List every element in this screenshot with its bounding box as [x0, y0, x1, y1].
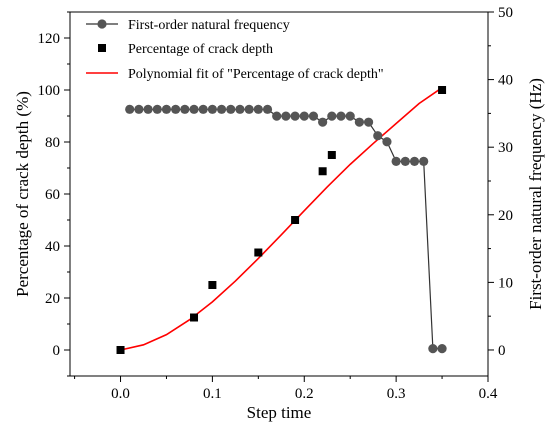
x-tick-label: 0.0 [111, 386, 130, 402]
x-tick-label: 0.1 [203, 386, 222, 402]
right-y-tick-label: 0 [498, 343, 506, 359]
frequency-point [400, 156, 410, 166]
frequency-point [363, 117, 374, 127]
left-y-tick-label: 60 [45, 187, 60, 203]
left-y-tick-label: 40 [45, 239, 60, 255]
frequency-point [419, 156, 429, 166]
frequency-series-layer [125, 104, 447, 354]
frequency-point [198, 104, 208, 114]
frequency-point [272, 111, 282, 121]
crack-depth-point [438, 86, 447, 94]
right-y-axis-title: First-order natural frequency (Hz) [526, 78, 545, 310]
left-y-tick-label: 120 [38, 31, 61, 47]
frequency-point [428, 344, 438, 354]
frequency-point [354, 117, 364, 127]
legend-label: Percentage of crack depth [128, 42, 273, 57]
legend-frequency-marker [97, 19, 107, 29]
frequency-point [336, 111, 346, 121]
x-tick-label: 0.2 [295, 386, 314, 402]
frequency-point [253, 104, 263, 114]
frequency-point [262, 104, 273, 114]
frequency-point [244, 104, 254, 114]
legend-label: First-order natural frequency [128, 18, 290, 33]
frequency-point [152, 104, 162, 114]
axes-layer: 0.0 0.1 0.2 0.3 0.4 0 20 40 60 80 100 120 0 10 20 30 40 5… [38, 5, 514, 402]
frequency-point [391, 156, 401, 166]
frequency-point [226, 104, 236, 114]
right-y-tick-label: 10 [498, 275, 513, 291]
frequency-point [373, 131, 383, 141]
frequency-point [189, 104, 199, 114]
frequency-point [318, 117, 328, 127]
frequency-point [382, 137, 392, 147]
right-y-tick-label: 40 [498, 73, 513, 89]
frequency-point [143, 104, 153, 114]
frequency-point [409, 156, 420, 166]
right-y-tick-label: 20 [498, 208, 513, 224]
left-y-tick-label: 100 [38, 83, 61, 99]
crack-depth-point [190, 313, 199, 322]
left-y-tick-label: 80 [45, 135, 60, 151]
left-y-axis-title: Percentage of crack depth (%) [13, 91, 32, 297]
crack-depth-series-layer [116, 86, 447, 354]
frequency-point [290, 111, 300, 121]
crack-depth-point [208, 281, 217, 289]
left-y-tick-label: 0 [53, 343, 61, 359]
frequency-point [345, 111, 355, 121]
frequency-point [134, 104, 144, 114]
frequency-point [437, 344, 447, 354]
x-axis-title: Step time [247, 403, 312, 422]
frequency-point [161, 104, 172, 114]
legend-label: Polynomial fit of "Percentage of crack d… [128, 67, 384, 82]
left-y-tick-label: 20 [45, 291, 60, 307]
legend-crack-marker [98, 44, 106, 52]
right-y-tick-label: 30 [498, 140, 513, 156]
legend: First-order natural frequency Percentage … [86, 18, 384, 82]
frequency-point [125, 104, 135, 114]
x-tick-label: 0.3 [387, 386, 406, 402]
fit-line [120, 87, 443, 351]
frequency-point [207, 104, 217, 114]
frequency-point [171, 104, 181, 114]
frequency-point [327, 111, 337, 121]
frequency-point [235, 104, 245, 114]
right-y-tick-label: 50 [498, 5, 513, 21]
fit-line-layer [120, 87, 443, 351]
frequency-point [281, 111, 291, 121]
frequency-point [308, 111, 319, 121]
frequency-point [299, 111, 309, 121]
x-tick-label: 0.4 [479, 386, 498, 402]
crack-depth-point [327, 151, 336, 159]
frequency-point [180, 104, 190, 114]
crack-depth-point [254, 248, 263, 257]
frequency-point [216, 104, 227, 114]
crack-depth-point [318, 167, 327, 176]
crack-depth-point [116, 346, 125, 354]
crack-depth-point [291, 216, 300, 224]
